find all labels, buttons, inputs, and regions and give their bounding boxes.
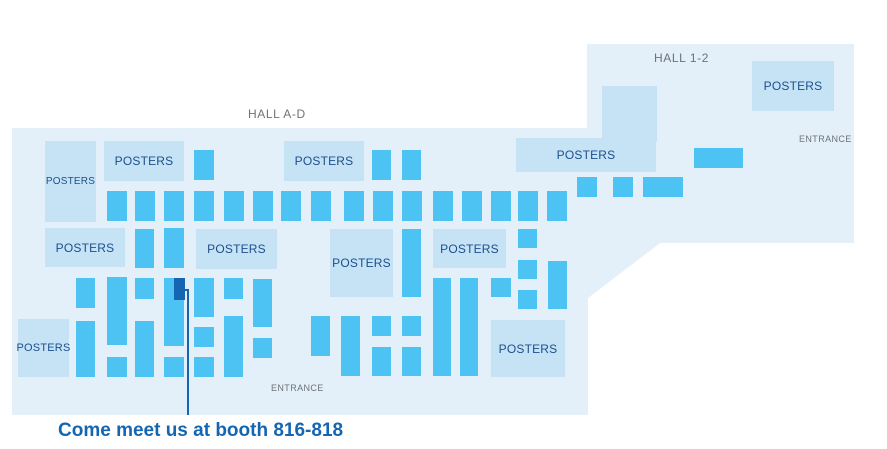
booth xyxy=(311,191,331,221)
booth xyxy=(76,321,95,377)
booth xyxy=(344,191,364,221)
booth xyxy=(372,150,391,180)
booth xyxy=(402,316,421,336)
booth xyxy=(643,177,683,197)
poster-area: POSTERS xyxy=(433,229,506,268)
booth xyxy=(135,191,155,221)
booth xyxy=(164,357,184,377)
booth xyxy=(253,279,272,327)
booth xyxy=(402,347,421,376)
booth xyxy=(107,277,127,345)
entrance-label-main: ENTRANCE xyxy=(271,383,324,393)
booth xyxy=(194,278,214,317)
highlighted-booth-816-818 xyxy=(174,278,185,300)
booth xyxy=(694,148,743,168)
booth xyxy=(433,278,451,376)
booth xyxy=(224,278,243,299)
booth xyxy=(164,300,184,346)
booth xyxy=(341,316,360,376)
booth xyxy=(224,191,244,221)
booth xyxy=(372,347,391,376)
booth xyxy=(462,191,482,221)
booth xyxy=(491,278,511,297)
poster-area: POSTERS xyxy=(330,229,393,297)
booth xyxy=(518,260,537,279)
booth xyxy=(518,191,538,221)
poster-area: POSTERS xyxy=(45,228,125,267)
entrance-label-annex: ENTRANCE xyxy=(799,134,852,144)
poster-area: POSTERS xyxy=(104,141,184,181)
booth xyxy=(194,327,214,347)
booth xyxy=(402,191,422,221)
booth xyxy=(253,338,272,358)
booth xyxy=(613,177,633,197)
hall-1-2-title: HALL 1-2 xyxy=(654,51,710,65)
booth xyxy=(164,191,184,221)
poster-area: POSTERS xyxy=(752,61,834,111)
booth xyxy=(547,191,567,221)
booth xyxy=(373,191,393,221)
pointer-line xyxy=(187,289,189,415)
booth xyxy=(253,191,273,221)
booth xyxy=(402,150,421,180)
booth xyxy=(281,191,301,221)
booth xyxy=(311,316,330,356)
poster-area: POSTERS xyxy=(196,229,277,269)
booth xyxy=(194,357,214,377)
booth xyxy=(135,229,154,268)
booth xyxy=(164,278,174,300)
booth xyxy=(372,316,391,336)
poster-area: POSTERS xyxy=(284,141,364,181)
booth xyxy=(460,278,478,376)
booth xyxy=(433,191,453,221)
poster-area: POSTERS xyxy=(491,320,565,377)
pointer-line xyxy=(182,289,189,291)
booth xyxy=(518,290,537,309)
booth xyxy=(164,228,184,268)
booth-callout: Come meet us at booth 816-818 xyxy=(58,420,344,441)
hall-connector xyxy=(588,190,660,298)
booth xyxy=(224,316,243,377)
booth xyxy=(135,321,154,377)
poster-area: POSTERS xyxy=(45,141,96,222)
booth xyxy=(194,191,214,221)
booth xyxy=(518,229,537,248)
booth xyxy=(491,191,511,221)
booth xyxy=(402,229,421,297)
booth xyxy=(107,357,127,377)
booth xyxy=(107,191,127,221)
booth xyxy=(194,150,214,180)
hall-a-d-title: HALL A-D xyxy=(248,107,306,121)
open-area xyxy=(602,86,657,142)
booth xyxy=(548,261,567,309)
poster-area: POSTERS xyxy=(17,319,70,377)
poster-area: POSTERS xyxy=(516,138,656,172)
booth xyxy=(76,278,95,308)
booth xyxy=(577,177,597,197)
booth xyxy=(135,278,154,299)
